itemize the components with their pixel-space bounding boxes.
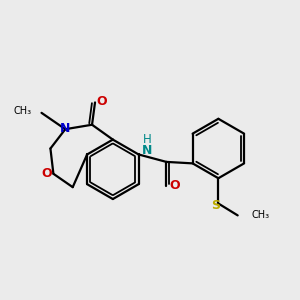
Text: H: H xyxy=(143,133,152,146)
Text: CH₃: CH₃ xyxy=(14,106,32,116)
Text: O: O xyxy=(169,179,180,192)
Text: O: O xyxy=(42,167,52,180)
Text: CH₃: CH₃ xyxy=(251,210,269,220)
Text: N: N xyxy=(142,144,153,158)
Text: O: O xyxy=(96,95,107,108)
Text: S: S xyxy=(212,200,220,212)
Text: N: N xyxy=(59,122,70,135)
